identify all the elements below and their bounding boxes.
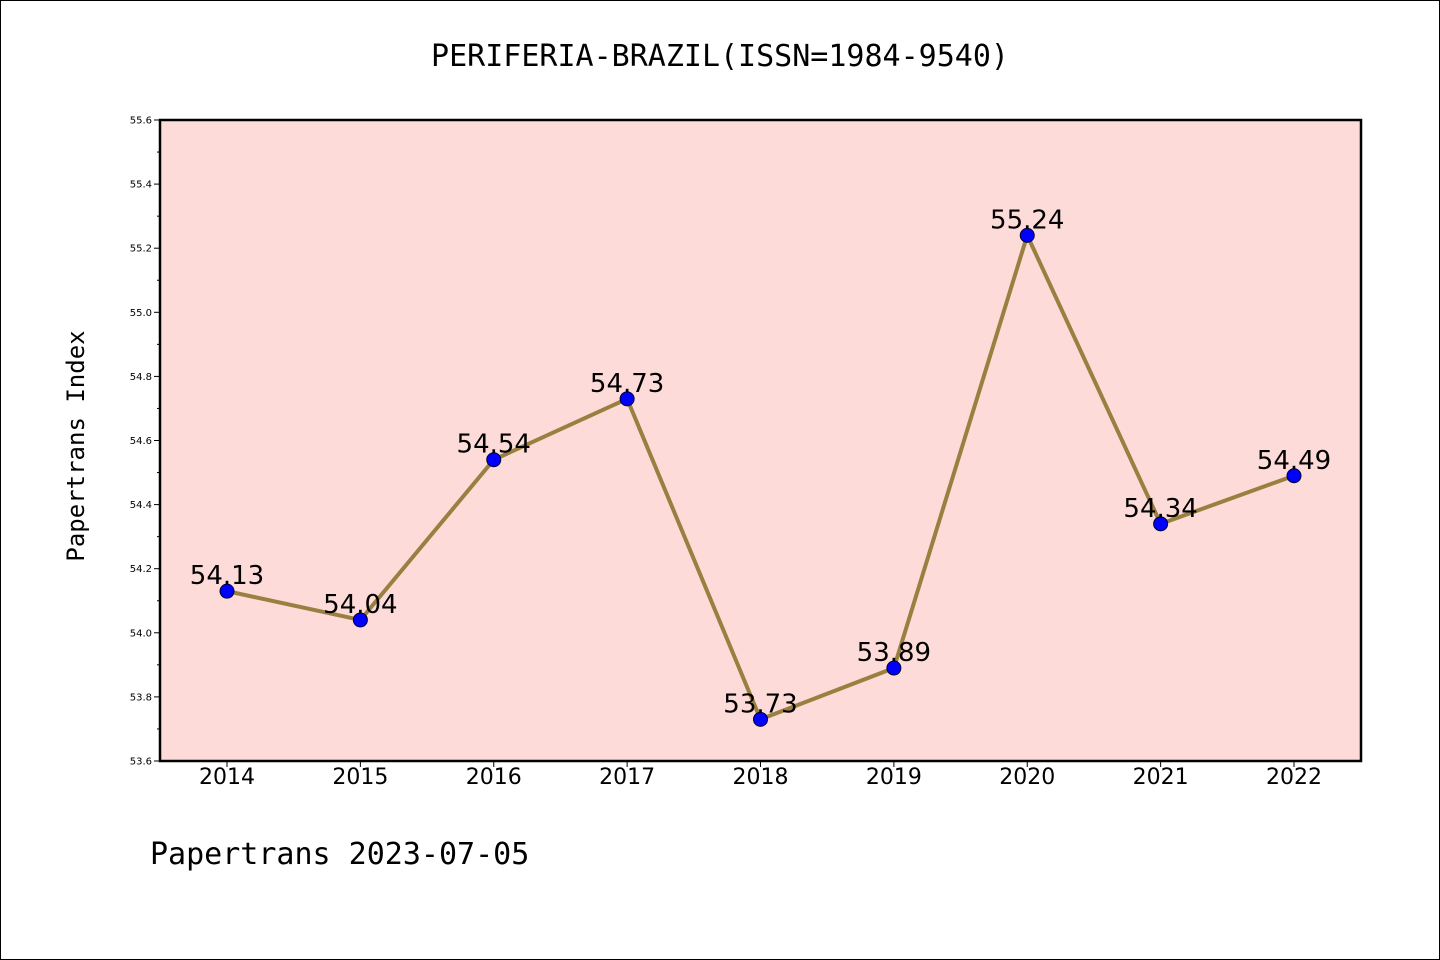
y-tick-label: 54.0: [130, 628, 152, 639]
y-axis: 53.6 53.8 54.0 54.2 54.4 54.6 54.8 55.0 55.2 55.4…: [130, 116, 160, 768]
data-labels-group: 54.13 54.04 54.54 54.73 53.73 53.89 55.24 54.34…: [190, 205, 1331, 719]
data-label: 54.54: [457, 430, 531, 460]
plot-area: [158, 118, 1363, 763]
data-label: 55.24: [990, 205, 1064, 235]
y-tick-label: 54.6: [130, 436, 152, 447]
data-point: [1286, 468, 1302, 484]
data-label: 54.04: [323, 590, 397, 620]
data-label: 53.73: [723, 689, 797, 719]
data-label: 54.73: [590, 369, 664, 399]
y-tick-label: 54.8: [130, 372, 152, 383]
chart-title: PERIFERIA-BRAZIL(ISSN=1984-9540): [431, 39, 1009, 74]
x-tick-label: 2022: [1266, 765, 1322, 790]
data-point: [753, 711, 768, 727]
data-point: [1153, 516, 1169, 532]
data-point: [886, 660, 902, 676]
series-points-group: [219, 227, 1302, 727]
x-tick-label: 2015: [332, 765, 388, 790]
x-tick-label: 2019: [866, 765, 922, 790]
data-label: 53.89: [857, 638, 931, 668]
data-point: [219, 583, 235, 599]
y-tick-label: 55.6: [130, 116, 152, 127]
data-point: [619, 391, 635, 407]
y-tick-label: 53.8: [130, 692, 152, 703]
x-tick-label: 2018: [733, 765, 789, 790]
y-tick-label: 55.0: [130, 308, 152, 319]
x-tick-label: 2020: [999, 765, 1055, 790]
data-label: 54.49: [1257, 446, 1331, 476]
y-tick-label: 55.4: [130, 180, 152, 191]
y-tick-label: 54.4: [130, 500, 152, 511]
data-point: [486, 452, 502, 468]
y-tick-label: 55.2: [130, 244, 152, 255]
x-tick-label: 2021: [1133, 765, 1189, 790]
data-label: 54.34: [1123, 494, 1197, 524]
y-tick-label: 53.6: [130, 757, 152, 768]
x-tick-label: 2016: [466, 765, 522, 790]
x-axis: 2014 2015 2016 2017 2018 2019 2020 2021 2022: [199, 761, 1322, 790]
x-tick-label: 2017: [599, 765, 655, 790]
y-tick-label: 54.2: [130, 564, 152, 575]
y-axis-label: Papertrans Index: [62, 330, 90, 561]
data-point: [1019, 227, 1035, 243]
data-point: [352, 612, 368, 628]
footer-text: Papertrans 2023-07-05: [150, 837, 529, 872]
x-tick-label: 2014: [199, 765, 255, 790]
data-label: 54.13: [190, 561, 264, 591]
